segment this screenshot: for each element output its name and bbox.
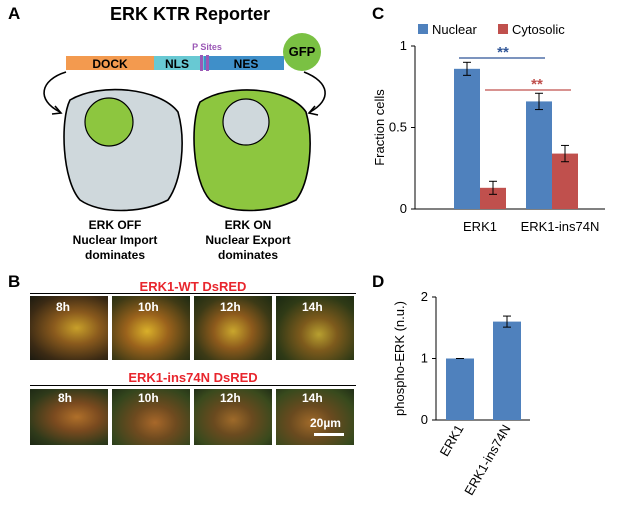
panel-letter-c: C	[372, 4, 385, 23]
cell-on-line1: ERK ON	[224, 218, 272, 232]
panel-letter-d: D	[372, 272, 385, 291]
xtick-label-c-1: ERK1-ins74N	[521, 219, 600, 234]
panel-letter-b: B	[8, 272, 21, 291]
chart-c: 0 0.5 1 Fraction cells ERK1 ERK1-ins74N ** ** Nu…	[372, 22, 605, 234]
xtick-label-c-0: ERK1	[463, 219, 497, 234]
mut-frame-12h: 12h	[194, 389, 272, 445]
nes-label: NES	[233, 57, 259, 71]
cell-on-line3: dominates	[217, 248, 278, 262]
ylabel-c: Fraction cells	[372, 89, 387, 166]
wt-frame-10h: 10h	[112, 296, 190, 360]
cell-on-nucleus	[222, 98, 270, 146]
wt-time-8h: 8h	[56, 300, 71, 314]
ytick-label-c-2: 1	[400, 38, 407, 53]
wt-rule	[30, 293, 356, 294]
ytick-label-c-0: 0	[400, 201, 407, 216]
mut-rule	[30, 385, 356, 386]
bar-c-ERK1-ins74N-Cytosolic	[552, 153, 578, 209]
nls-label: NLS	[165, 57, 189, 71]
wt-time-14h: 14h	[302, 300, 323, 314]
wt-frame-8h: 8h	[30, 296, 108, 360]
nls-segment	[154, 56, 204, 70]
bar-d-ERK1	[446, 358, 474, 420]
bar-d-ERK1-ins74N	[493, 321, 521, 420]
mut-time-14h: 14h	[302, 391, 323, 405]
ytick-label-d-2: 2	[421, 289, 428, 304]
legend-label-nuclear: Nuclear	[432, 22, 477, 37]
sig-label-nuclear: **	[497, 44, 509, 61]
mut-time-12h: 12h	[220, 391, 241, 405]
cell-off-line1: ERK OFF	[88, 218, 142, 232]
wt-time-12h: 12h	[220, 300, 241, 314]
mut-frame-8h: 8h	[30, 389, 108, 445]
mut-frame-10h: 10h	[112, 389, 190, 445]
dock-label: DOCK	[92, 57, 128, 71]
sig-label-cytosolic: **	[531, 76, 543, 93]
gfp-circle	[283, 33, 321, 71]
ylabel-d: phospho-ERK (n.u.)	[392, 301, 407, 416]
scale-bar-label: 20µm	[310, 416, 341, 430]
mut-time-8h: 8h	[58, 391, 73, 405]
psite-mark-2	[206, 55, 209, 71]
xtick-label-d-1: ERK1-ins74N	[461, 422, 513, 498]
mut-time-10h: 10h	[138, 391, 159, 405]
cell-off-line2: Nuclear Import	[72, 233, 158, 247]
cell-off-line3: dominates	[84, 248, 145, 262]
arrow-left	[43, 71, 67, 113]
gfp-label: GFP	[288, 44, 316, 59]
legend-label-cytosolic: Cytosolic	[512, 22, 565, 37]
cell-on-line2: Nuclear Export	[205, 233, 291, 247]
ytick-label-d-0: 0	[421, 412, 428, 427]
arrow-right	[303, 71, 326, 113]
mut-frame-14h: 14h 20µm	[276, 389, 354, 445]
panel-a-title: ERK KTR Reporter	[110, 4, 271, 24]
dock-segment	[66, 56, 154, 70]
wt-title: ERK1-WT DsRED	[139, 279, 247, 294]
mut-title: ERK1-ins74N DsRED	[128, 370, 258, 385]
wt-frame-14h: 14h	[276, 296, 354, 360]
panel-a-diagram	[43, 33, 326, 212]
nes-segment	[204, 56, 284, 70]
bar-c-ERK1-Cytosolic	[480, 187, 506, 209]
wt-frame-12h: 12h	[194, 296, 272, 360]
cell-off-nucleus	[84, 97, 134, 147]
psite-mark-1	[200, 55, 203, 71]
scale-bar	[314, 433, 344, 436]
cell-off-caption: ERK OFF Nuclear Import dominates	[60, 218, 170, 263]
legend-swatch-nuclear	[418, 24, 428, 34]
psites-label: P Sites	[192, 42, 222, 52]
xtick-label-d-0: ERK1	[437, 422, 467, 459]
bar-c-ERK1-ins74N-Nuclear	[526, 101, 552, 209]
ytick-label-d-1: 1	[421, 351, 428, 366]
legend-swatch-cytosolic	[498, 24, 508, 34]
ytick-label-c-1: 0.5	[389, 120, 407, 135]
bar-c-ERK1-Nuclear	[454, 68, 480, 209]
cell-on-caption: ERK ON Nuclear Export dominates	[193, 218, 303, 263]
wt-time-10h: 10h	[138, 300, 159, 314]
panel-letter-a: A	[8, 4, 21, 23]
